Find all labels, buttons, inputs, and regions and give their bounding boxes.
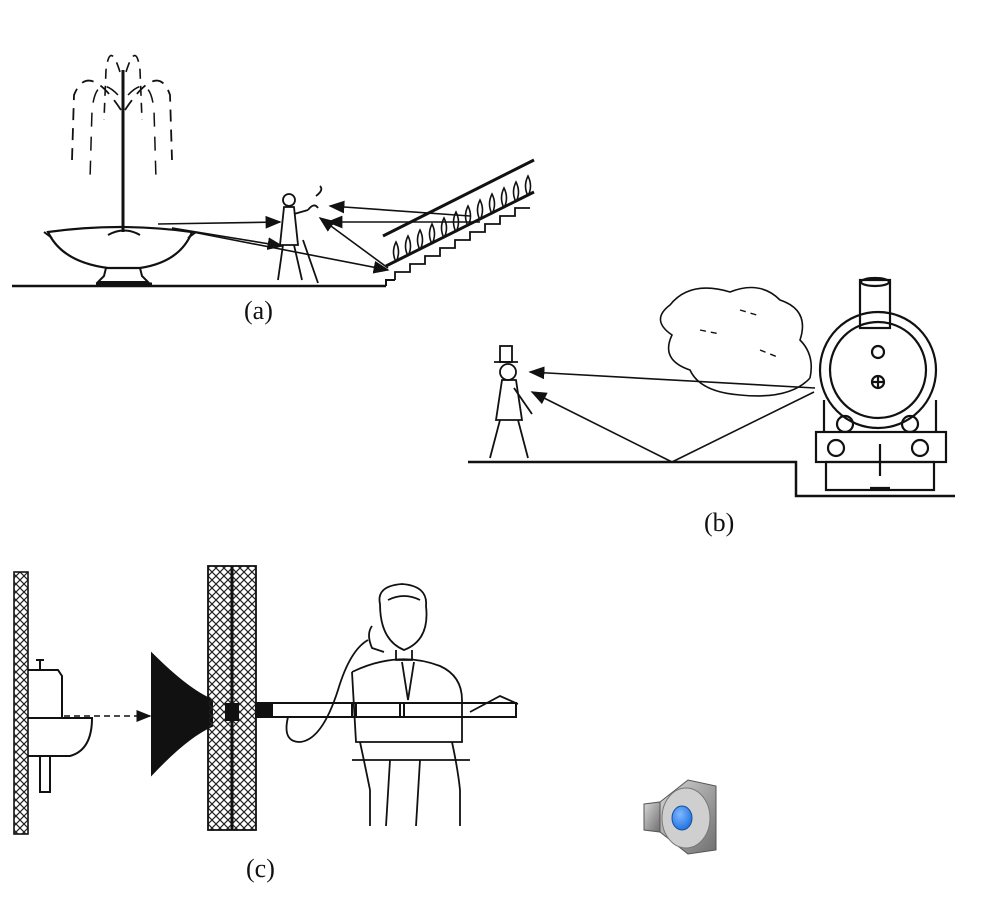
caption-a: (a) xyxy=(244,296,273,325)
step-edge-a xyxy=(385,279,395,286)
listening-horn xyxy=(151,651,213,777)
staircase xyxy=(382,158,535,280)
seated-listener xyxy=(351,583,519,827)
fountain xyxy=(43,54,197,286)
scene-a xyxy=(12,54,535,288)
ground-b xyxy=(468,460,955,498)
locomotive xyxy=(814,276,948,492)
phone-cord xyxy=(285,639,369,743)
scene-c xyxy=(13,565,519,835)
caption-c: (c) xyxy=(246,854,275,883)
steam-cloud xyxy=(659,286,813,397)
caption-b: (b) xyxy=(704,508,735,537)
probe-rod xyxy=(255,702,517,718)
figure-a xyxy=(277,185,323,284)
speaker-icon[interactable] xyxy=(636,776,724,856)
scene-b xyxy=(468,276,955,498)
left-wall xyxy=(13,571,29,835)
figure-b xyxy=(489,345,533,459)
tap-and-basin xyxy=(28,659,94,793)
